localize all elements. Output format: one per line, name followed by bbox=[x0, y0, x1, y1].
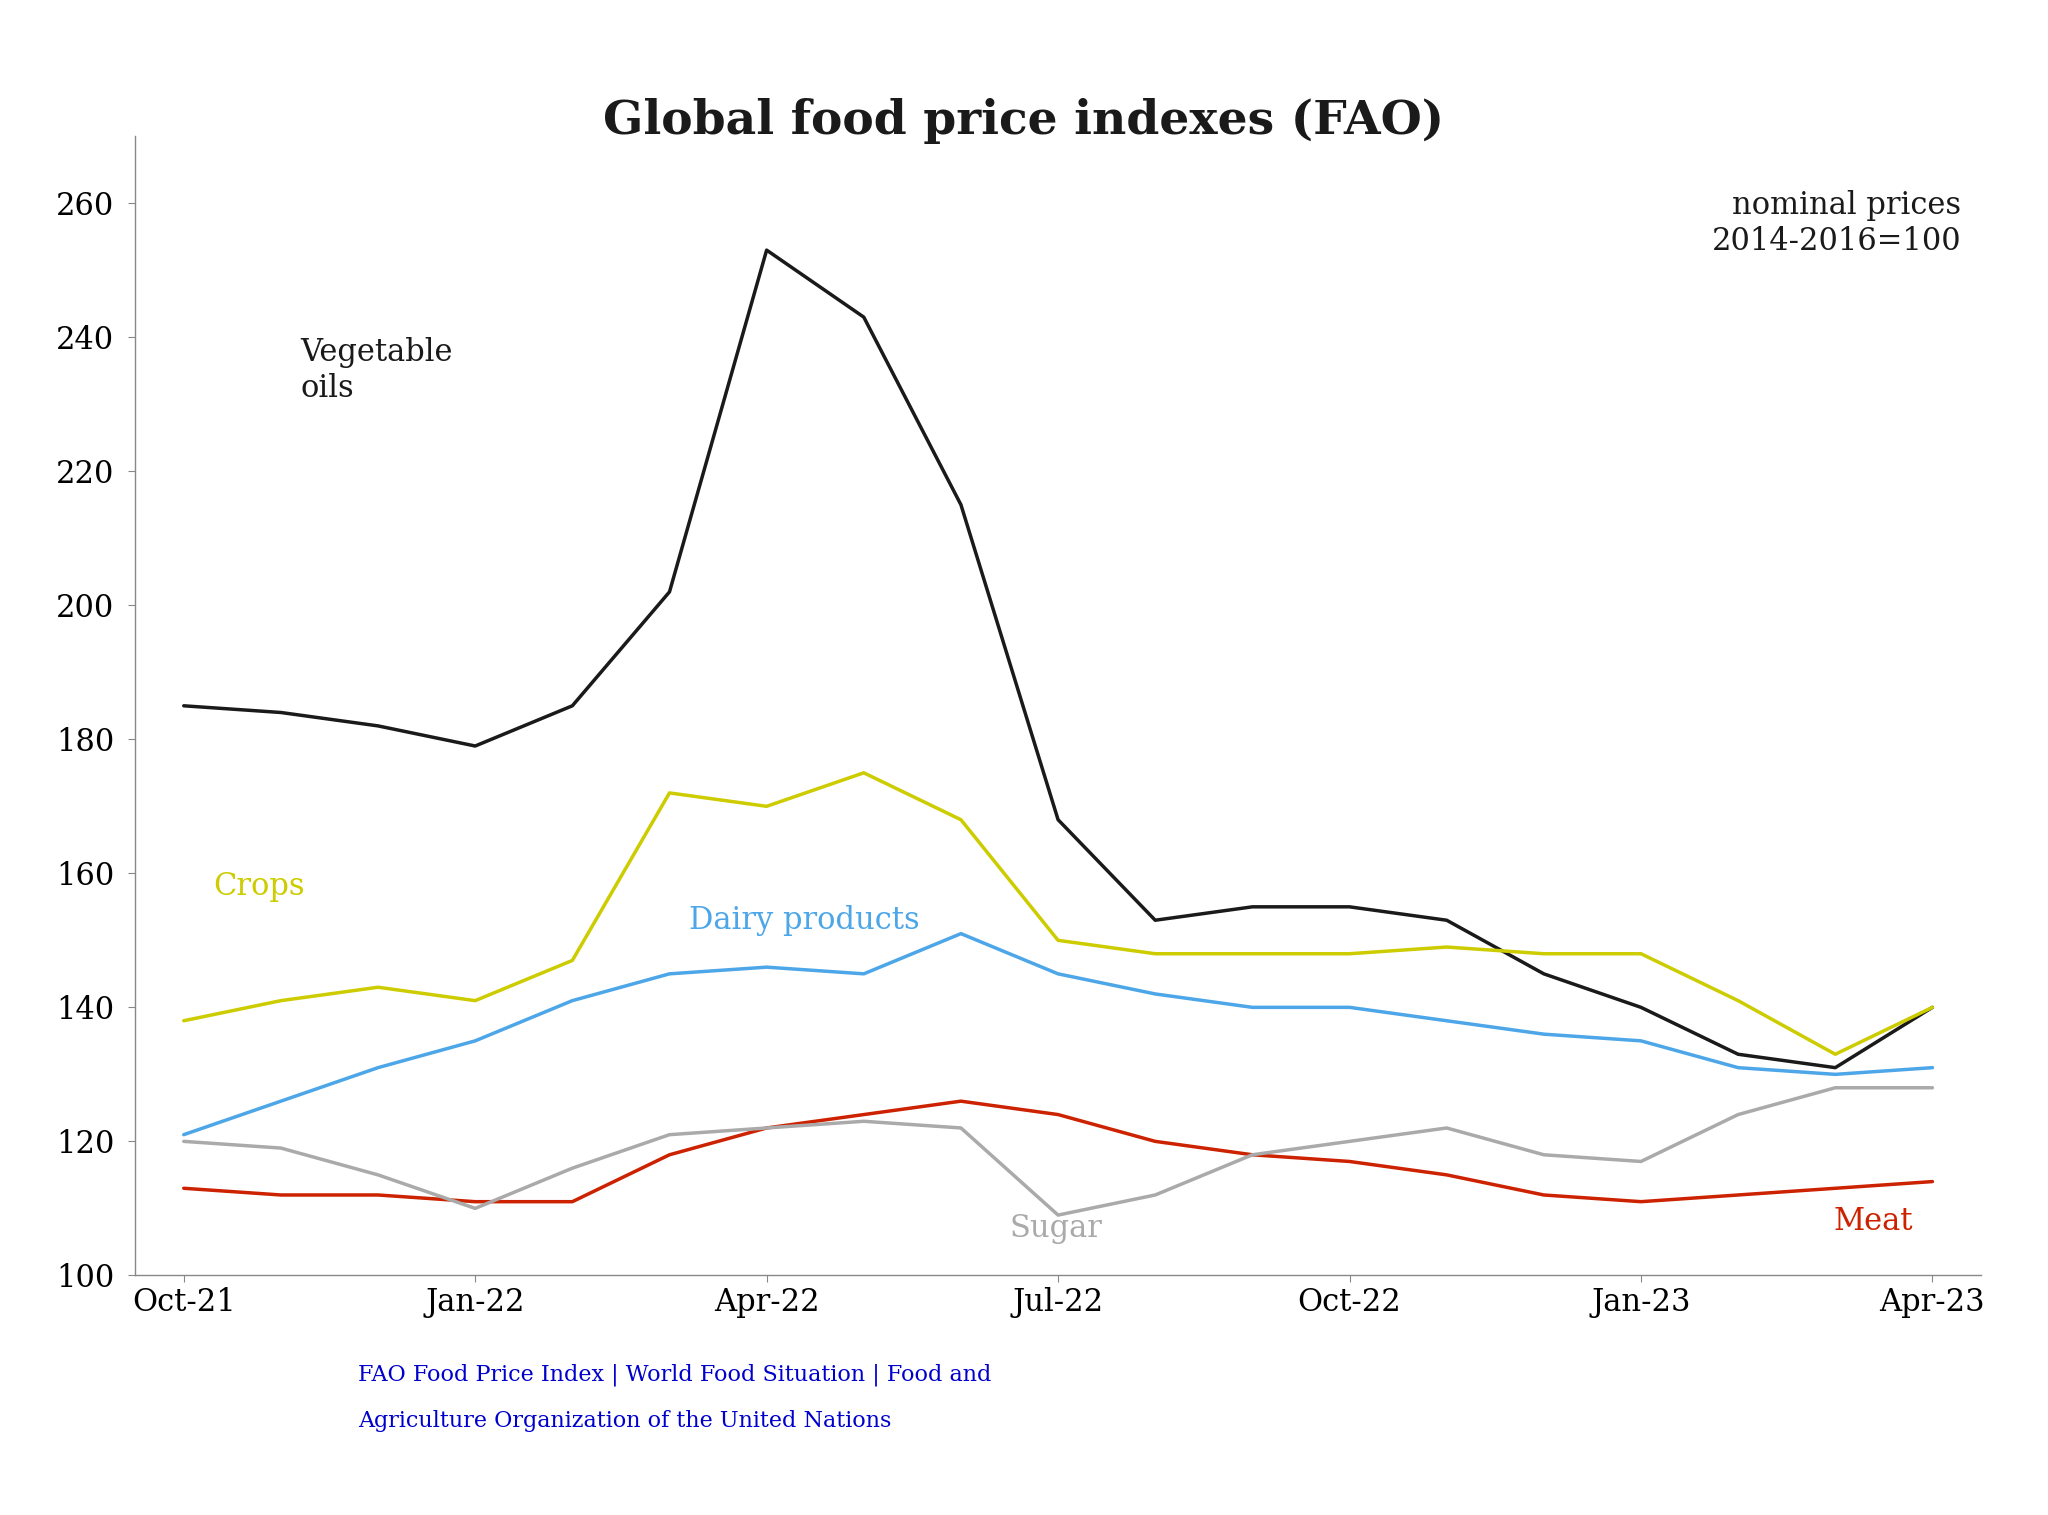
Text: Dairy products: Dairy products bbox=[688, 904, 920, 936]
Text: Global food price indexes (FAO): Global food price indexes (FAO) bbox=[604, 98, 1444, 144]
Text: Sugar: Sugar bbox=[1010, 1214, 1102, 1244]
Text: nominal prices
2014-2016=100: nominal prices 2014-2016=100 bbox=[1712, 189, 1962, 256]
Text: FAO Food Price Index | World Food Situation | Food and: FAO Food Price Index | World Food Situat… bbox=[358, 1364, 991, 1386]
Text: Agriculture Organization of the United Nations: Agriculture Organization of the United N… bbox=[358, 1409, 891, 1432]
Text: Meat: Meat bbox=[1833, 1206, 1913, 1238]
Text: Crops: Crops bbox=[213, 871, 305, 903]
Text: Vegetable
oils: Vegetable oils bbox=[301, 338, 453, 405]
